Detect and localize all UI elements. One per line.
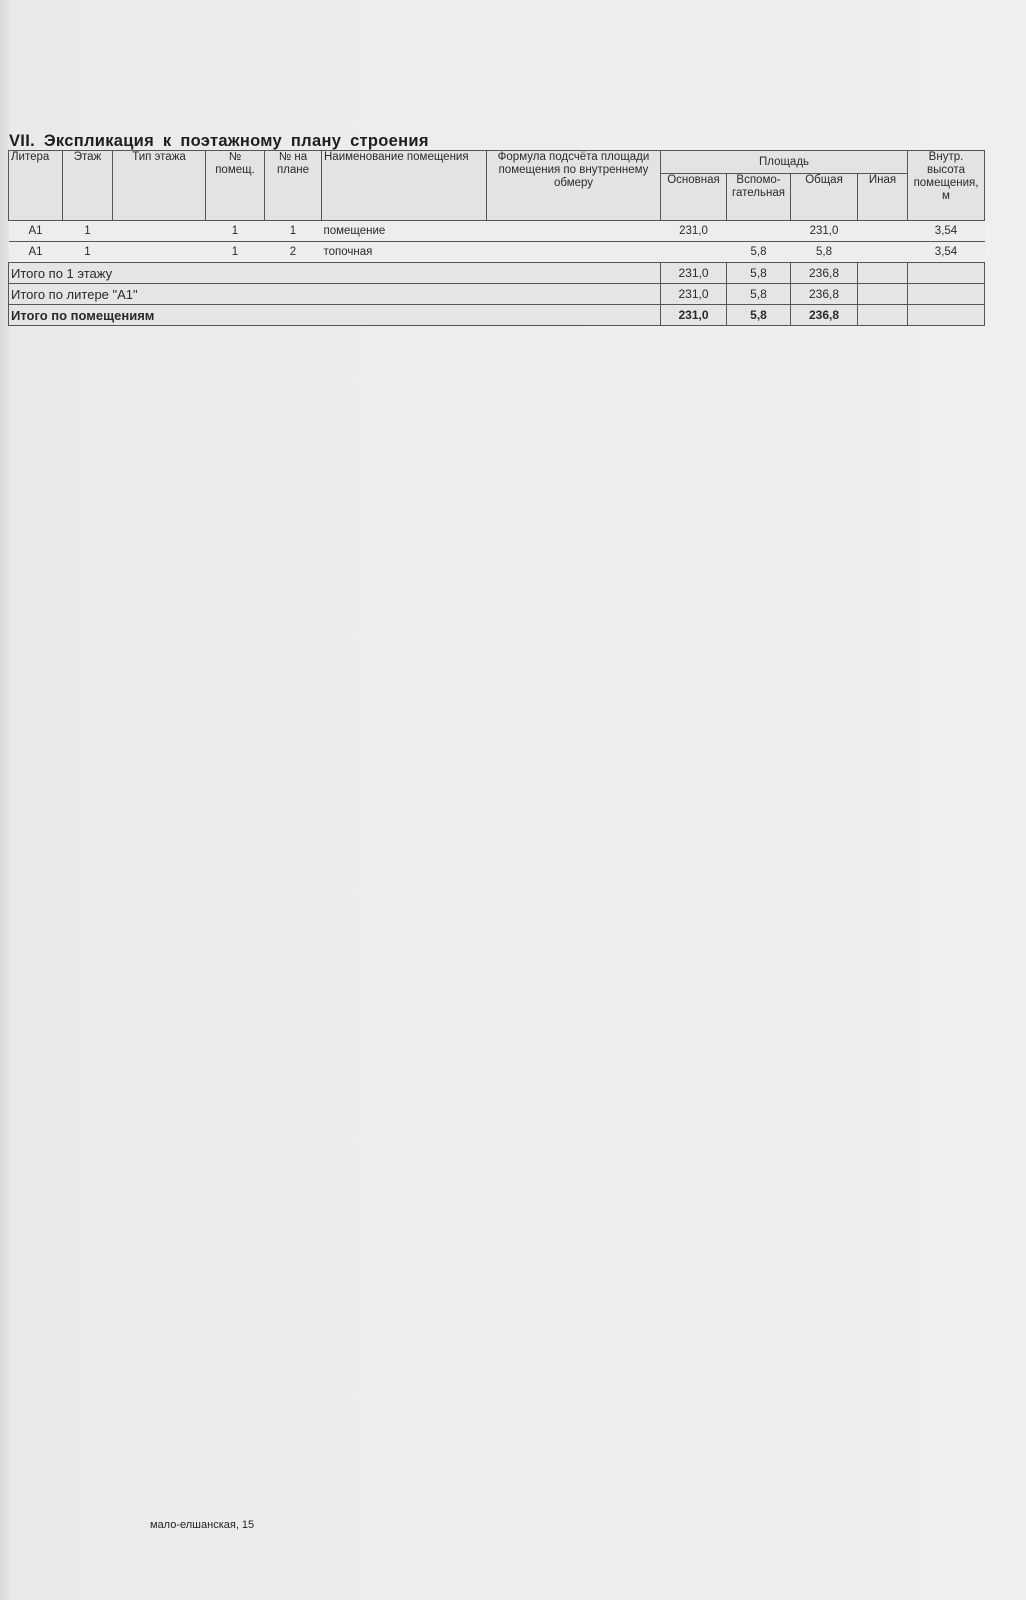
total-vspom: 5,8 (726, 262, 791, 284)
header-ploshchad: Площадь (660, 150, 908, 174)
cell-formula (486, 220, 661, 242)
cell-etazh: 1 (62, 241, 113, 263)
header-tip-etazha: Тип этажа (112, 150, 206, 221)
total-vysota (907, 283, 985, 305)
cell-vysota: 3,54 (907, 241, 985, 263)
cell-name: помещение (321, 220, 487, 242)
section-title: VII. Экспликация к поэтажному плану стро… (9, 132, 429, 150)
total-osnovnaya: 231,0 (660, 262, 727, 284)
header-etazh: Этаж (62, 150, 113, 221)
table-row: А1 1 1 1 помещение 231,0 231,0 3,54 (8, 220, 985, 242)
header-inaya: Иная (857, 173, 908, 221)
total-osnovnaya: 231,0 (660, 304, 727, 326)
total-vspom: 5,8 (726, 283, 791, 305)
cell-pomeshch: 1 (205, 241, 265, 263)
total-obshchaya: 236,8 (790, 262, 858, 284)
cell-na-plane: 2 (264, 241, 322, 263)
total-label: Итого по литере "А1" (8, 283, 661, 305)
explication-table: Литера Этаж Тип этажа № помещ. № на план… (8, 150, 985, 326)
total-vysota (907, 304, 985, 326)
cell-obshchaya: 231,0 (790, 220, 858, 242)
header-vspomogatelnaya: Вспомо-гательная (726, 173, 791, 221)
cell-osnovnaya (660, 241, 727, 263)
total-osnovnaya: 231,0 (660, 283, 727, 305)
total-row-rooms: Итого по помещениям 231,0 5,8 236,8 (8, 304, 985, 326)
cell-na-plane: 1 (264, 220, 322, 242)
cell-osnovnaya: 231,0 (660, 220, 727, 242)
cell-pomeshch: 1 (205, 220, 265, 242)
cell-name: топочная (321, 241, 487, 263)
cell-inaya (857, 241, 908, 263)
cell-vspom (726, 220, 791, 242)
header-nom-pomeshch: № помещ. (205, 150, 265, 221)
header-nom-na-plane: № на плане (264, 150, 322, 221)
total-row-litera: Итого по литере "А1" 231,0 5,8 236,8 (8, 283, 985, 305)
cell-litera: А1 (8, 220, 63, 242)
total-label: Итого по помещениям (8, 304, 661, 326)
cell-vysota: 3,54 (907, 220, 985, 242)
total-obshchaya: 236,8 (790, 283, 858, 305)
total-inaya (857, 262, 908, 284)
cell-obshchaya: 5,8 (790, 241, 858, 263)
total-obshchaya: 236,8 (790, 304, 858, 326)
total-vspom: 5,8 (726, 304, 791, 326)
cell-inaya (857, 220, 908, 242)
total-row-floor: Итого по 1 этажу 231,0 5,8 236,8 (8, 262, 985, 284)
header-naimenovanie: Наименование помещения (321, 150, 487, 221)
footer-address: мало-елшанская, 15 (150, 1519, 255, 1531)
header-obshchaya: Общая (790, 173, 858, 221)
header-osnovnaya: Основная (660, 173, 727, 221)
table-row: А1 1 1 2 топочная 5,8 5,8 3,54 (8, 241, 985, 263)
total-label: Итого по 1 этажу (8, 262, 661, 284)
total-inaya (857, 304, 908, 326)
total-vysota (907, 262, 985, 284)
header-formula: Формула подсчёта площади помещения по вн… (486, 150, 661, 221)
header-litera: Литера (8, 150, 63, 221)
cell-vspom: 5,8 (726, 241, 791, 263)
cell-litera: А1 (8, 241, 63, 263)
cell-etazh: 1 (62, 220, 113, 242)
cell-formula (486, 241, 661, 263)
header-vysota: Внутр. высота помещения, м (907, 150, 985, 221)
total-inaya (857, 283, 908, 305)
cell-tip (112, 241, 206, 263)
cell-tip (112, 220, 206, 242)
